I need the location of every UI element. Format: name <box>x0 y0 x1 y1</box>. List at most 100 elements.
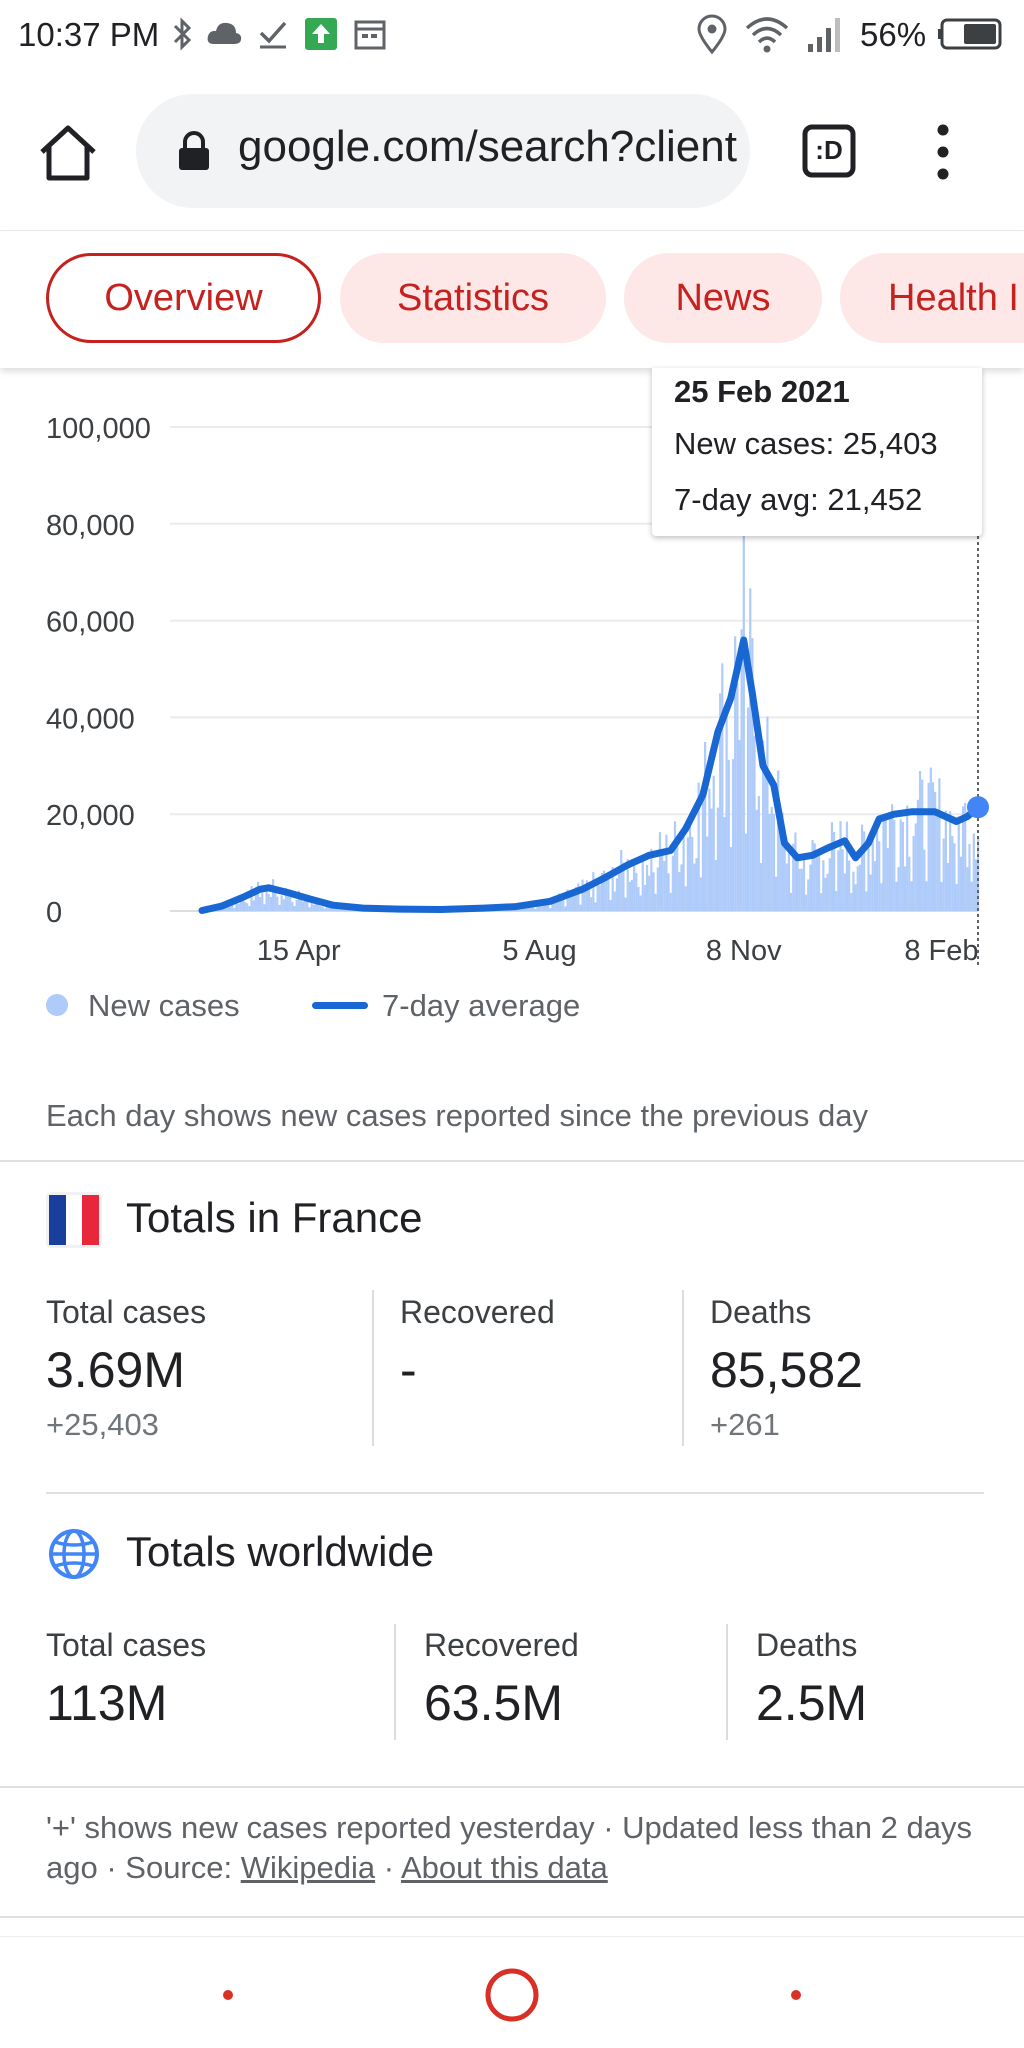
new-cases-bar <box>626 859 629 911</box>
new-cases-bar <box>607 879 610 911</box>
new-cases-bar <box>891 804 894 911</box>
address-bar[interactable]: google.com/search?client=ms-android <box>136 94 750 208</box>
new-cases-bar <box>820 893 823 911</box>
stat-delta: +261 <box>710 1407 780 1442</box>
new-cases-bar <box>254 893 257 911</box>
wikipedia-link[interactable]: Wikipedia <box>240 1850 376 1885</box>
about-data-link[interactable]: About this data <box>400 1850 608 1885</box>
new-cases-bar <box>602 870 606 911</box>
new-cases-bar <box>529 905 533 911</box>
calendar-icon <box>354 20 386 50</box>
home-nav-icon[interactable] <box>484 1967 540 2023</box>
new-cases-bar <box>848 860 851 911</box>
tab-statistics[interactable]: Statistics <box>340 253 606 343</box>
new-cases-bar <box>295 900 298 911</box>
new-cases-bar <box>532 907 535 911</box>
stat-separator <box>394 1624 396 1740</box>
new-cases-bar <box>261 891 264 911</box>
new-cases-bar <box>957 816 960 911</box>
new-cases-bar <box>734 636 737 911</box>
new-cases-bar <box>553 898 556 911</box>
new-cases-bar <box>228 906 232 911</box>
new-cases-bar <box>248 906 251 911</box>
y-tick-label: 40,000 <box>46 703 135 735</box>
new-cases-bar <box>701 794 705 911</box>
new-cases-bar <box>559 895 563 911</box>
new-cases-bar <box>708 788 711 911</box>
url-text[interactable]: google.com/search?client=ms-android <box>238 122 738 171</box>
new-cases-bar <box>579 904 582 911</box>
new-cases-bar <box>800 868 803 911</box>
new-cases-bar <box>955 884 958 911</box>
new-cases-bar <box>942 838 945 911</box>
new-cases-bar <box>770 806 773 911</box>
new-cases-bar <box>519 909 522 911</box>
new-cases-bar <box>557 893 561 911</box>
new-cases-bar <box>314 904 318 911</box>
new-cases-bar <box>785 863 788 911</box>
topic-tabs: Overview Statistics News Health I <box>0 230 1024 368</box>
new-cases-bar <box>673 821 677 911</box>
new-cases-bar <box>544 902 548 911</box>
new-cases-bar <box>921 779 924 911</box>
new-cases-bar <box>918 771 922 911</box>
new-cases-bar <box>581 879 584 911</box>
new-cases-bar <box>972 833 975 911</box>
new-cases-bar <box>310 898 313 911</box>
new-cases-bar <box>875 829 879 911</box>
stat-label: Total cases <box>46 1294 207 1330</box>
seven-day-average-line <box>198 636 982 914</box>
new-cases-bar <box>966 867 969 911</box>
new-cases-bar <box>927 782 930 911</box>
new-cases-bar <box>880 883 883 911</box>
tab-overview[interactable]: Overview <box>46 253 321 343</box>
recents-nav-icon[interactable] <box>790 1989 802 2001</box>
new-cases-bar <box>888 812 892 911</box>
back-nav-icon[interactable] <box>222 1989 234 2001</box>
new-cases-bar <box>218 909 221 911</box>
new-cases-bar <box>323 908 326 911</box>
new-cases-bar <box>555 899 558 911</box>
more-options-icon[interactable] <box>928 122 958 182</box>
new-cases-bar <box>738 739 741 911</box>
stat-separator <box>372 1290 374 1446</box>
worldwide-recovered: Recovered 63.5M <box>424 1627 579 1732</box>
new-cases-bar <box>867 843 870 911</box>
new-cases-bar <box>852 871 855 911</box>
new-cases-bar <box>744 833 748 911</box>
tab-health[interactable]: Health I <box>840 253 1024 343</box>
new-cases-bar <box>742 528 745 911</box>
new-cases-bar <box>934 791 937 911</box>
new-cases-bar <box>923 849 926 911</box>
new-cases-bar <box>777 770 780 911</box>
worldwide-deaths: Deaths 2.5M <box>756 1627 867 1732</box>
new-cases-bar <box>693 863 696 911</box>
new-cases-bar <box>764 764 767 911</box>
new-cases-bar <box>731 759 735 911</box>
new-cases-bar <box>291 901 294 911</box>
new-cases-bar <box>884 815 887 911</box>
new-cases-bar <box>697 782 700 911</box>
new-cases-bar <box>680 864 683 911</box>
new-cases-bar <box>568 896 571 911</box>
new-cases-bar <box>691 836 694 911</box>
tab-news[interactable]: News <box>624 253 822 343</box>
new-cases-bar <box>762 740 765 911</box>
y-tick-label: 20,000 <box>46 800 135 832</box>
new-cases-bar <box>901 821 904 911</box>
new-cases-bar <box>572 889 576 911</box>
tab-switcher-button[interactable]: :D <box>802 124 856 178</box>
home-icon[interactable] <box>36 122 100 186</box>
new-cases-bar <box>609 900 612 911</box>
new-cases-bar <box>235 898 238 911</box>
new-cases-bar <box>886 847 889 911</box>
new-cases-bar <box>850 892 853 911</box>
new-cases-bar <box>250 885 253 911</box>
new-cases-bar <box>968 844 971 911</box>
new-cases-bar <box>908 856 911 911</box>
new-cases-bar <box>736 683 739 911</box>
new-cases-bar <box>828 858 831 911</box>
stat-value: 85,582 <box>710 1342 863 1398</box>
browser-toolbar: google.com/search?client=ms-android :D <box>0 72 1024 230</box>
new-cases-bar <box>338 909 341 911</box>
